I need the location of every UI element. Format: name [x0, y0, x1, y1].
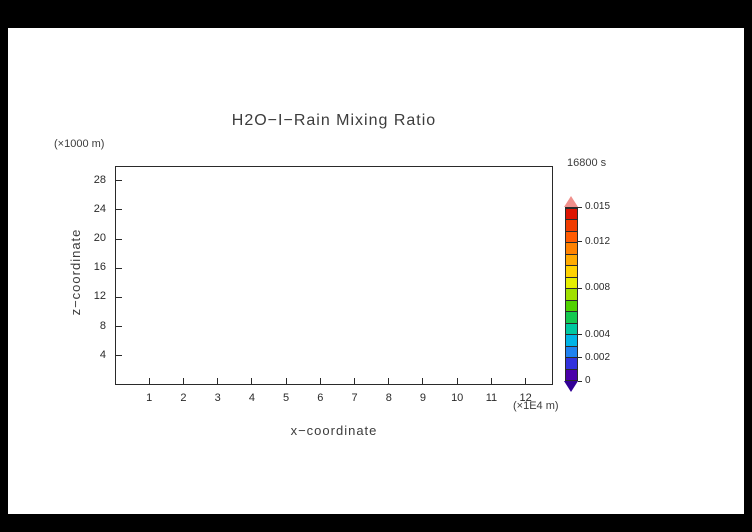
- x-tick-label: 1: [146, 392, 153, 404]
- colorbar-segment: [566, 253, 577, 266]
- plot-area: [115, 166, 553, 385]
- y-tick-label: 20: [93, 232, 106, 244]
- x-tick-label: 10: [451, 392, 464, 404]
- colorbar-segment: [566, 334, 577, 346]
- colorbar-tick-mark: [578, 357, 582, 359]
- colorbar-segment: [566, 230, 577, 243]
- x-tick-mark: [525, 378, 527, 384]
- x-axis-title: x−coordinate: [290, 423, 378, 438]
- x-tick-label: 9: [419, 392, 427, 404]
- x-tick-mark: [354, 378, 356, 384]
- colorbar-tick-mark: [578, 206, 582, 208]
- y-tick-label: 28: [93, 173, 106, 186]
- y-tick-label: 16: [93, 261, 106, 274]
- x-tick-mark: [148, 378, 150, 384]
- chart-title: H2O−I−Rain Mixing Ratio: [231, 112, 437, 129]
- colorbar-under-arrow: [564, 381, 578, 392]
- colorbar-tick-mark: [578, 380, 582, 382]
- x-tick-label: 6: [317, 392, 324, 404]
- colorbar-segment: [566, 345, 577, 358]
- y-tick-label: 8: [99, 319, 106, 332]
- x-tick-mark: [285, 378, 287, 384]
- x-tick-mark: [388, 378, 390, 384]
- colorbar-tick-label: 0.012: [585, 235, 611, 247]
- colorbar-over-arrow: [564, 196, 578, 207]
- x-tick-label: 2: [180, 392, 187, 404]
- colorbar-segment: [566, 265, 577, 277]
- colorbar-segment: [566, 299, 577, 312]
- colorbar-tick-label: 0.004: [585, 328, 611, 340]
- y-tick-mark: [116, 326, 122, 328]
- x-tick-label: 11: [485, 392, 498, 404]
- x-tick-label: 7: [351, 392, 358, 404]
- colorbar-tick-mark: [578, 287, 582, 289]
- y-tick-mark: [116, 209, 122, 211]
- colorbar-segment: [566, 288, 577, 300]
- x-tick-mark: [422, 378, 424, 384]
- x-tick-mark: [182, 378, 184, 384]
- x-tick-label: 12: [519, 392, 532, 404]
- y-tick-label: 12: [93, 290, 106, 303]
- y-tick-label: 4: [99, 348, 106, 361]
- colorbar-segment: [566, 219, 577, 231]
- x-tick-mark: [490, 378, 492, 384]
- colorbar-segment: [566, 276, 577, 289]
- x-tick-mark: [319, 378, 321, 384]
- x-tick-label: 3: [214, 392, 221, 404]
- colorbar-segment: [566, 368, 577, 380]
- colorbar-tick-mark: [578, 334, 582, 336]
- colorbar-segment: [566, 357, 577, 369]
- colorbar-tick-mark: [578, 241, 582, 243]
- y-tick-mark: [116, 238, 122, 240]
- colorbar-tick-label: 0.008: [585, 282, 611, 294]
- y-tick-mark: [116, 296, 122, 298]
- x-tick-label: 4: [248, 392, 255, 404]
- x-tick-mark: [456, 378, 458, 384]
- timestamp-label: 16800 s: [567, 157, 607, 169]
- colorbar-tick-label: 0: [585, 375, 591, 386]
- y-tick-mark: [116, 355, 122, 357]
- x-tick-label: 5: [283, 392, 290, 404]
- colorbar-body: [565, 207, 578, 381]
- colorbar-segment: [566, 208, 577, 220]
- x-tick-label: 8: [385, 392, 392, 404]
- y-tick-mark: [116, 267, 122, 269]
- x-axis-unit-label: (×1E4 m): [513, 400, 559, 412]
- y-tick-label: 24: [93, 202, 106, 215]
- x-tick-mark: [251, 378, 253, 384]
- colorbar-tick-label: 0.015: [585, 201, 611, 212]
- figure-canvas: H2O−I−Rain Mixing Ratio (×1000 m) 16800 …: [8, 28, 744, 514]
- colorbar-segment: [566, 322, 577, 335]
- colorbar-tick-label: 0.002: [585, 351, 611, 363]
- y-axis-unit-label: (×1000 m): [54, 138, 105, 150]
- colorbar-segment: [566, 242, 577, 254]
- colorbar-segment: [566, 311, 577, 323]
- y-tick-mark: [116, 180, 122, 182]
- x-tick-mark: [217, 378, 219, 384]
